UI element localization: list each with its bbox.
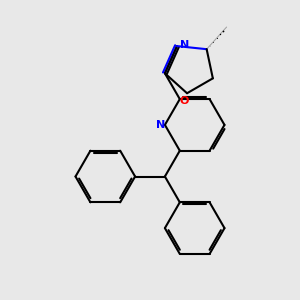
Text: O: O	[179, 96, 189, 106]
Text: N: N	[156, 120, 165, 130]
Text: N: N	[180, 40, 189, 50]
